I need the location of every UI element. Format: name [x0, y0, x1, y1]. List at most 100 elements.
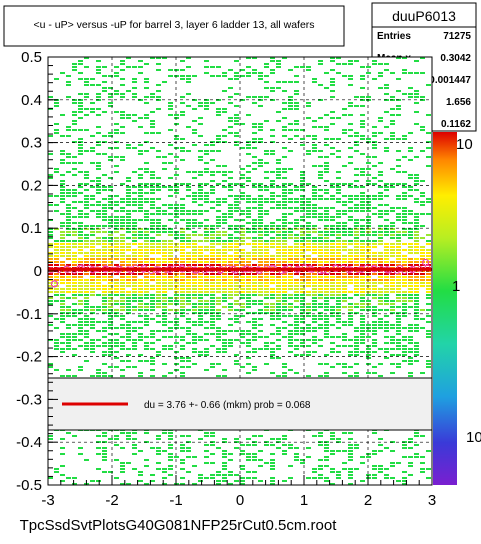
- heatmap-cell: [96, 279, 101, 281]
- heatmap-cell: [324, 168, 329, 170]
- heatmap-cell: [48, 153, 53, 155]
- heatmap-cell: [336, 252, 341, 254]
- heatmap-cell: [90, 228, 95, 230]
- heatmap-cell: [84, 108, 89, 110]
- heatmap-cell: [222, 282, 227, 284]
- heatmap-cell: [294, 318, 299, 320]
- heatmap-cell: [312, 204, 317, 206]
- heatmap-cell: [384, 321, 389, 323]
- heatmap-cell: [150, 204, 155, 206]
- heatmap-cell: [150, 288, 155, 290]
- heatmap-cell: [210, 174, 215, 176]
- heatmap-cell: [180, 444, 185, 446]
- heatmap-cell: [84, 252, 89, 254]
- heatmap-cell: [216, 234, 221, 236]
- heatmap-cell: [126, 246, 131, 248]
- heatmap-cell: [258, 246, 263, 248]
- heatmap-cell: [216, 339, 221, 341]
- heatmap-cell: [366, 66, 371, 68]
- heatmap-cell: [246, 147, 251, 149]
- heatmap-cell: [420, 201, 425, 203]
- heatmap-cell: [120, 288, 125, 290]
- heatmap-cell: [198, 252, 203, 254]
- heatmap-cell: [282, 189, 287, 191]
- heatmap-cell: [414, 276, 419, 278]
- chart-title: <u - uP> versus -uP for barrel 3, layer …: [33, 19, 314, 31]
- heatmap-cell: [102, 471, 107, 473]
- heatmap-cell: [258, 105, 263, 107]
- heatmap-cell: [234, 123, 239, 125]
- heatmap-cell: [138, 294, 143, 296]
- heatmap-cell: [66, 228, 71, 230]
- heatmap-cell: [318, 459, 323, 461]
- heatmap-cell: [324, 291, 329, 293]
- heatmap-cell: [300, 228, 305, 230]
- heatmap-cell: [282, 264, 287, 266]
- heatmap-cell: [240, 69, 245, 71]
- heatmap-cell: [246, 210, 251, 212]
- heatmap-cell: [156, 273, 161, 275]
- heatmap-cell: [306, 294, 311, 296]
- heatmap-cell: [156, 189, 161, 191]
- heatmap-cell: [342, 291, 347, 293]
- heatmap-cell: [336, 264, 341, 266]
- heatmap-cell: [360, 210, 365, 212]
- heatmap-cell: [192, 294, 197, 296]
- heatmap-cell: [96, 213, 101, 215]
- heatmap-cell: [186, 171, 191, 173]
- heatmap-cell: [306, 216, 311, 218]
- heatmap-cell: [204, 348, 209, 350]
- heatmap-cell: [144, 81, 149, 83]
- heatmap-cell: [150, 357, 155, 359]
- heatmap-cell: [312, 252, 317, 254]
- heatmap-cell: [396, 159, 401, 161]
- heatmap-cell: [198, 309, 203, 311]
- heatmap-cell: [138, 300, 143, 302]
- heatmap-cell: [96, 273, 101, 275]
- heatmap-cell: [396, 213, 401, 215]
- heatmap-cell: [294, 186, 299, 188]
- heatmap-cell: [240, 147, 245, 149]
- heatmap-cell: [174, 309, 179, 311]
- heatmap-cell: [84, 150, 89, 152]
- heatmap-cell: [126, 303, 131, 305]
- heatmap-cell: [90, 204, 95, 206]
- heatmap-cell: [126, 216, 131, 218]
- heatmap-cell: [132, 147, 137, 149]
- x-tick-label: 2: [364, 492, 372, 509]
- heatmap-cell: [396, 330, 401, 332]
- heatmap-cell: [228, 234, 233, 236]
- heatmap-cell: [210, 159, 215, 161]
- heatmap-cell: [378, 327, 383, 329]
- heatmap-cell: [54, 279, 59, 281]
- heatmap-cell: [354, 237, 359, 239]
- heatmap-cell: [378, 132, 383, 134]
- heatmap-cell: [360, 168, 365, 170]
- heatmap-cell: [168, 195, 173, 197]
- heatmap-cell: [294, 210, 299, 212]
- heatmap-cell: [426, 165, 431, 167]
- heatmap-cell: [264, 363, 269, 365]
- heatmap-cell: [216, 216, 221, 218]
- heatmap-cell: [66, 279, 71, 281]
- heatmap-cell: [318, 198, 323, 200]
- heatmap-cell: [54, 132, 59, 134]
- heatmap-cell: [366, 201, 371, 203]
- heatmap-cell: [174, 207, 179, 209]
- heatmap-cell: [174, 117, 179, 119]
- heatmap-cell: [66, 225, 71, 227]
- heatmap-cell: [132, 210, 137, 212]
- heatmap-cell: [180, 228, 185, 230]
- heatmap-cell: [300, 204, 305, 206]
- heatmap-cell: [318, 324, 323, 326]
- heatmap-cell: [294, 222, 299, 224]
- heatmap-cell: [402, 156, 407, 158]
- heatmap-cell: [282, 207, 287, 209]
- heatmap-cell: [318, 363, 323, 365]
- heatmap-cell: [114, 279, 119, 281]
- heatmap-cell: [384, 228, 389, 230]
- heatmap-cell: [72, 303, 77, 305]
- heatmap-cell: [240, 468, 245, 470]
- heatmap-cell: [426, 336, 431, 338]
- heatmap-cell: [84, 234, 89, 236]
